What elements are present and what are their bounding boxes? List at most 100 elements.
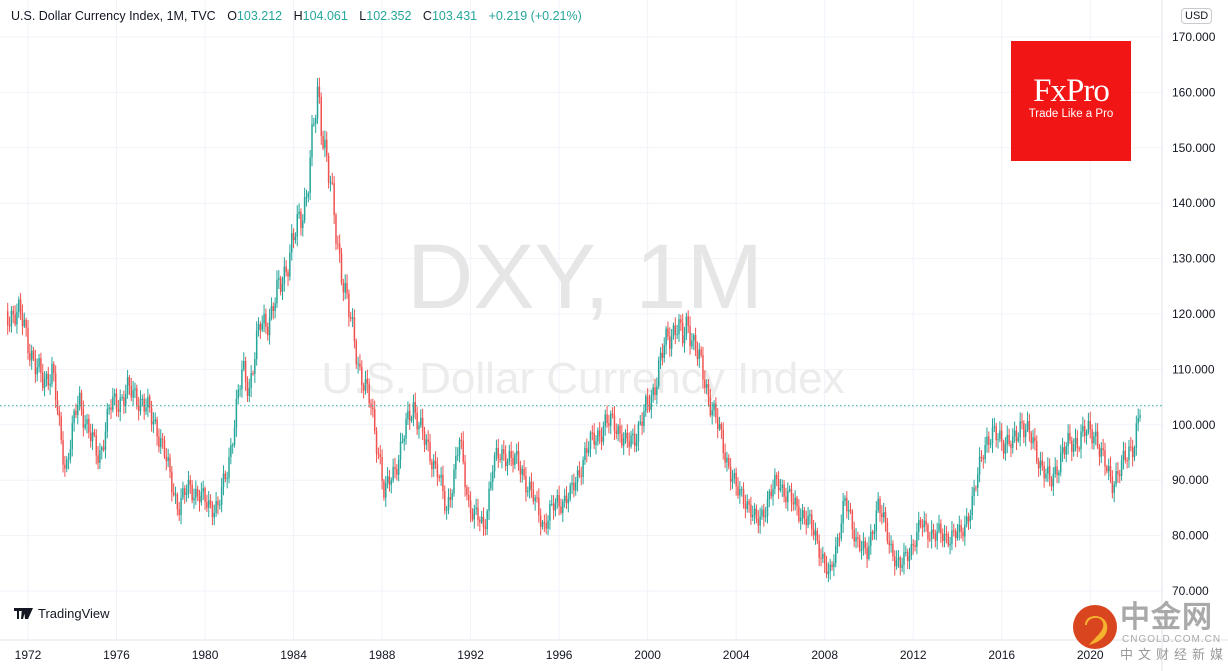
candle: [527, 486, 529, 497]
candle: [556, 489, 559, 509]
candle: [475, 498, 477, 515]
candle: [156, 416, 158, 446]
candle: [8, 316, 11, 332]
candle: [458, 437, 461, 463]
time-axis[interactable]: 1972 1976 1980 1984 1988 1992 1996 2000 2004 2008…: [15, 648, 1104, 662]
candle-body: [429, 442, 431, 462]
candle: [737, 477, 739, 499]
price-axis[interactable]: 70.000 80.000 90.000 100.000 110.000 120.000 1…: [1172, 30, 1216, 598]
candle-body: [270, 306, 273, 318]
candle-body: [287, 272, 289, 277]
currency-button[interactable]: USD: [1181, 8, 1213, 24]
candle-body: [591, 432, 594, 434]
candle: [1039, 451, 1042, 476]
candle: [1036, 435, 1038, 465]
candle: [89, 423, 92, 448]
candle: [936, 522, 938, 550]
candle-body: [431, 461, 433, 470]
candle-body: [64, 464, 66, 469]
candle-body: [659, 352, 662, 361]
tradingview-logo[interactable]: TradingView: [14, 606, 110, 621]
candle-body: [733, 472, 736, 479]
candle-body: [373, 409, 376, 431]
candle-body: [925, 520, 927, 525]
candle: [965, 507, 968, 528]
x-tick-label: 1984: [280, 648, 307, 662]
candle-body: [281, 283, 284, 292]
candle-body: [750, 504, 752, 518]
candle: [833, 554, 835, 577]
candle: [617, 423, 619, 442]
candle: [934, 529, 937, 548]
candle-body: [589, 432, 592, 449]
candle-body: [322, 135, 324, 149]
candle-body: [846, 497, 848, 512]
candle: [27, 320, 29, 360]
candle-body: [193, 497, 195, 501]
candle-body: [798, 506, 800, 522]
candle: [766, 490, 769, 524]
candle-body: [51, 363, 53, 384]
candle-body: [737, 486, 739, 496]
candle-body: [418, 425, 420, 430]
candle-body: [178, 509, 180, 516]
candle-body: [427, 439, 429, 443]
candle-body: [160, 438, 162, 448]
candle-body: [272, 306, 275, 311]
candle-body: [477, 507, 479, 521]
candle: [414, 392, 417, 420]
candle: [143, 393, 145, 420]
candle: [263, 304, 265, 333]
candle-body: [91, 432, 94, 442]
candle-body: [657, 360, 660, 387]
candle-body: [894, 556, 896, 567]
candle: [357, 356, 359, 374]
candle: [1130, 437, 1132, 452]
candle-body: [857, 537, 859, 539]
candle: [1133, 445, 1136, 462]
candle: [403, 435, 405, 451]
candle: [77, 395, 79, 425]
candle-body: [849, 509, 852, 512]
candle: [104, 422, 107, 459]
candle: [362, 382, 365, 399]
candle-body: [235, 398, 238, 428]
candle-body: [468, 494, 470, 501]
candle-body: [506, 461, 509, 467]
candle: [947, 531, 949, 548]
candle: [550, 495, 553, 507]
candle: [853, 521, 855, 548]
candle-body: [29, 353, 31, 361]
candle: [349, 311, 352, 322]
candle: [521, 465, 523, 483]
candle: [1107, 458, 1110, 481]
candle: [257, 317, 260, 337]
candle-body: [645, 396, 647, 412]
candle-body: [580, 475, 582, 477]
x-tick-label: 2012: [900, 648, 927, 662]
candle-body: [768, 491, 771, 499]
candle-body: [514, 454, 516, 465]
candle: [742, 482, 745, 509]
candle-body: [801, 510, 804, 518]
candle-body: [230, 445, 232, 458]
candle: [729, 458, 732, 491]
candle: [606, 405, 608, 428]
candle-body: [877, 498, 879, 511]
candle-body: [172, 492, 175, 495]
candle-body: [597, 430, 599, 442]
candle-body: [390, 480, 393, 485]
candle-body: [346, 283, 348, 294]
candle-body: [473, 509, 476, 520]
candle: [633, 424, 636, 453]
candle: [40, 352, 42, 383]
candle: [42, 363, 44, 392]
candle-body: [932, 529, 935, 534]
candle-body: [560, 506, 562, 513]
candle-body: [1006, 434, 1009, 445]
candle: [134, 382, 136, 399]
candle: [51, 356, 53, 388]
x-tick-label: 1972: [15, 648, 42, 662]
candle: [1006, 425, 1009, 454]
